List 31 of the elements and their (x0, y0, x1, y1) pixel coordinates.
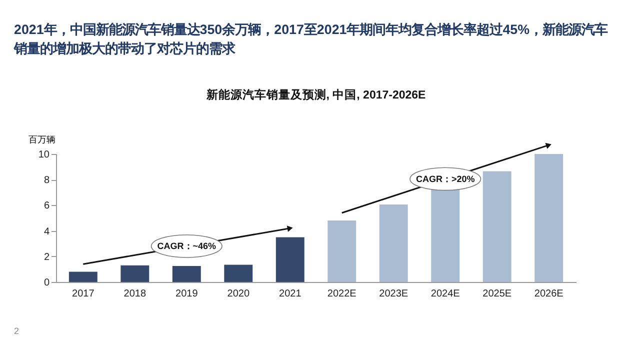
y-tick-label: 4 (44, 226, 50, 238)
y-tick-label: 2 (44, 252, 50, 263)
bar (120, 265, 150, 282)
annotation: CAGR：>20% (416, 174, 475, 184)
x-tick-label: 2024E (430, 288, 460, 300)
bar (276, 237, 304, 282)
bar (534, 154, 564, 282)
bar (482, 171, 512, 282)
y-tick-label: 8 (44, 175, 50, 186)
bar (172, 266, 201, 282)
annotation: CAGR：~46% (157, 241, 216, 252)
bar (68, 272, 98, 282)
x-tick-label: 2026E (534, 288, 564, 300)
text: 2 (14, 326, 20, 336)
x-tick-label: 2018 (124, 288, 146, 300)
y-tick-label: 0 (44, 278, 50, 288)
y-axis-title: 百万辆 (28, 134, 56, 144)
bar (224, 264, 253, 282)
y-tick-label: 6 (44, 200, 50, 212)
x-tick-label: 2020 (227, 288, 250, 300)
bar (379, 204, 408, 282)
x-tick-label: 2023E (379, 288, 408, 300)
x-tick-label: 2025E (482, 288, 512, 300)
chart-subtitle: 新能源汽车销量及预测, 中国, 2017-2026E (205, 88, 426, 102)
bar (328, 220, 356, 282)
x-tick-label: 2022E (327, 288, 357, 300)
x-tick-label: 2021 (279, 288, 302, 300)
chart-title: 2021年，中国新能源汽车销量达350余万辆，2017至2021年期间年均复合增长率超过45%，新能源汽车销量的增加极大的带动了对芯片的需求 (14, 21, 609, 58)
x-tick-label: 2017 (72, 288, 95, 300)
y-tick-label: 10 (38, 150, 50, 160)
x-tick-label: 2019 (176, 288, 198, 300)
